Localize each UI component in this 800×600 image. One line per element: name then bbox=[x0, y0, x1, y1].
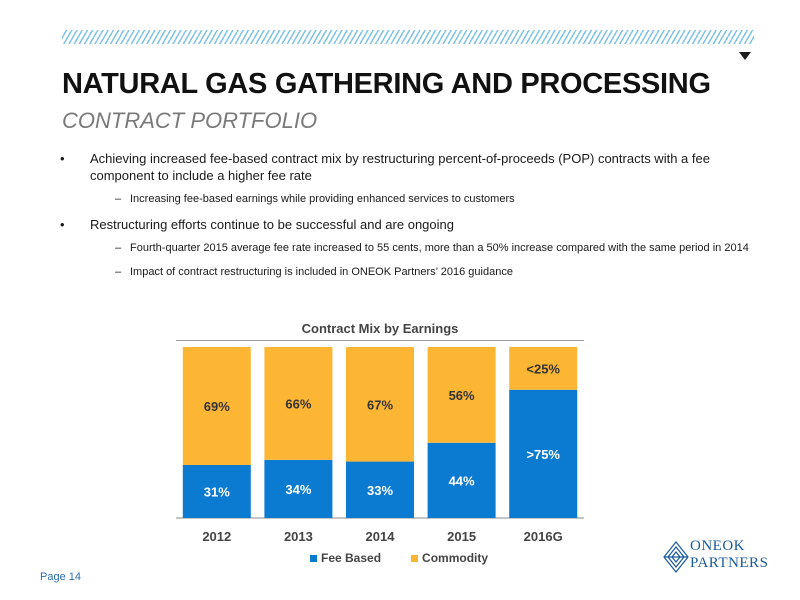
bar-fee-based-2016g bbox=[509, 389, 578, 518]
bar-commodity-2013 bbox=[264, 347, 333, 460]
sub-bullet-text: Fourth-quarter 2015 average fee rate inc… bbox=[130, 242, 749, 254]
legend-item-commodity: Commodity bbox=[411, 551, 488, 565]
slide-title: NATURAL GAS GATHERING AND PROCESSING bbox=[62, 68, 711, 100]
header-hatch-band bbox=[62, 30, 754, 44]
legend-swatch-fee-based bbox=[310, 554, 317, 562]
chart-title: Contract Mix by Earnings bbox=[301, 321, 459, 336]
bar-commodity-2014 bbox=[346, 347, 414, 462]
data-label: 56% bbox=[449, 388, 475, 403]
legend-swatch-commodity bbox=[411, 554, 419, 562]
legend-label: Commodity bbox=[422, 551, 489, 565]
x-tick-label: 2013 bbox=[284, 529, 313, 544]
bullet-dot: • bbox=[60, 217, 65, 232]
bar-fee-based-2014 bbox=[346, 461, 414, 518]
sub-bullet-text: Impact of contract restructuring is incl… bbox=[130, 266, 513, 278]
logo-line-2: PARTNERS bbox=[690, 555, 769, 571]
bullet-text: Restructuring efforts continue to be suc… bbox=[90, 217, 454, 232]
logo-wordmark: ONEOK PARTNERS bbox=[690, 538, 768, 572]
legend-label: Fee Based bbox=[321, 551, 382, 565]
data-label: 34% bbox=[285, 482, 311, 497]
logo-line-1: ONEOK bbox=[690, 538, 745, 554]
legend-item-fee-based: Fee Based bbox=[310, 551, 381, 565]
x-tick-label: 2014 bbox=[366, 529, 396, 544]
sub-bullet-text: Increasing fee-based earnings while prov… bbox=[130, 193, 515, 205]
data-label: >75% bbox=[526, 447, 560, 462]
data-label: 69% bbox=[204, 399, 230, 414]
bar-commodity-2015 bbox=[427, 347, 496, 443]
page-number: Page 14 bbox=[40, 571, 81, 583]
sub-bullet-item: – Impact of contract restructuring is in… bbox=[60, 265, 760, 279]
bullet-dot: • bbox=[60, 151, 65, 166]
slide-subtitle: CONTRACT PORTFOLIO bbox=[62, 108, 318, 133]
bullet-text: Achieving increased fee-based contract m… bbox=[90, 151, 710, 183]
bar-commodity-2016g bbox=[509, 347, 578, 390]
sub-bullet-dash: – bbox=[115, 266, 122, 278]
bar-fee-based-2012 bbox=[182, 464, 251, 518]
bar-fee-based-2013 bbox=[264, 459, 333, 518]
chart-title-container: Contract Mix by Earnings bbox=[176, 320, 584, 338]
data-label: 33% bbox=[367, 483, 393, 498]
x-tick-label: 2015 bbox=[447, 529, 476, 544]
sub-bullet-dash: – bbox=[115, 242, 122, 254]
x-tick-label: 2016G bbox=[524, 529, 563, 544]
bar-fee-based-2015 bbox=[427, 442, 496, 518]
sub-bullet-item: – Increasing fee-based earnings while pr… bbox=[60, 192, 760, 206]
bullet-item: • Restructuring efforts continue to be s… bbox=[60, 216, 760, 233]
data-label: <25% bbox=[526, 361, 560, 376]
chart-title-underline bbox=[176, 340, 584, 341]
data-label: 44% bbox=[449, 473, 475, 488]
sub-bullet-item: – Fourth-quarter 2015 average fee rate i… bbox=[60, 241, 760, 255]
data-label: 66% bbox=[285, 396, 311, 411]
bullet-list: • Achieving increased fee-based contract… bbox=[60, 150, 760, 289]
dropdown-triangle-icon bbox=[739, 52, 751, 60]
oneok-partners-logo-icon bbox=[663, 541, 689, 573]
x-tick-label: 2012 bbox=[202, 529, 231, 544]
chart-legend: Fee Based Commodity bbox=[310, 551, 488, 565]
sub-bullet-dash: – bbox=[115, 193, 122, 205]
data-label: 31% bbox=[204, 484, 230, 499]
data-label: 67% bbox=[367, 397, 393, 412]
bullet-item: • Achieving increased fee-based contract… bbox=[60, 150, 760, 184]
bar-commodity-2012 bbox=[182, 347, 251, 465]
